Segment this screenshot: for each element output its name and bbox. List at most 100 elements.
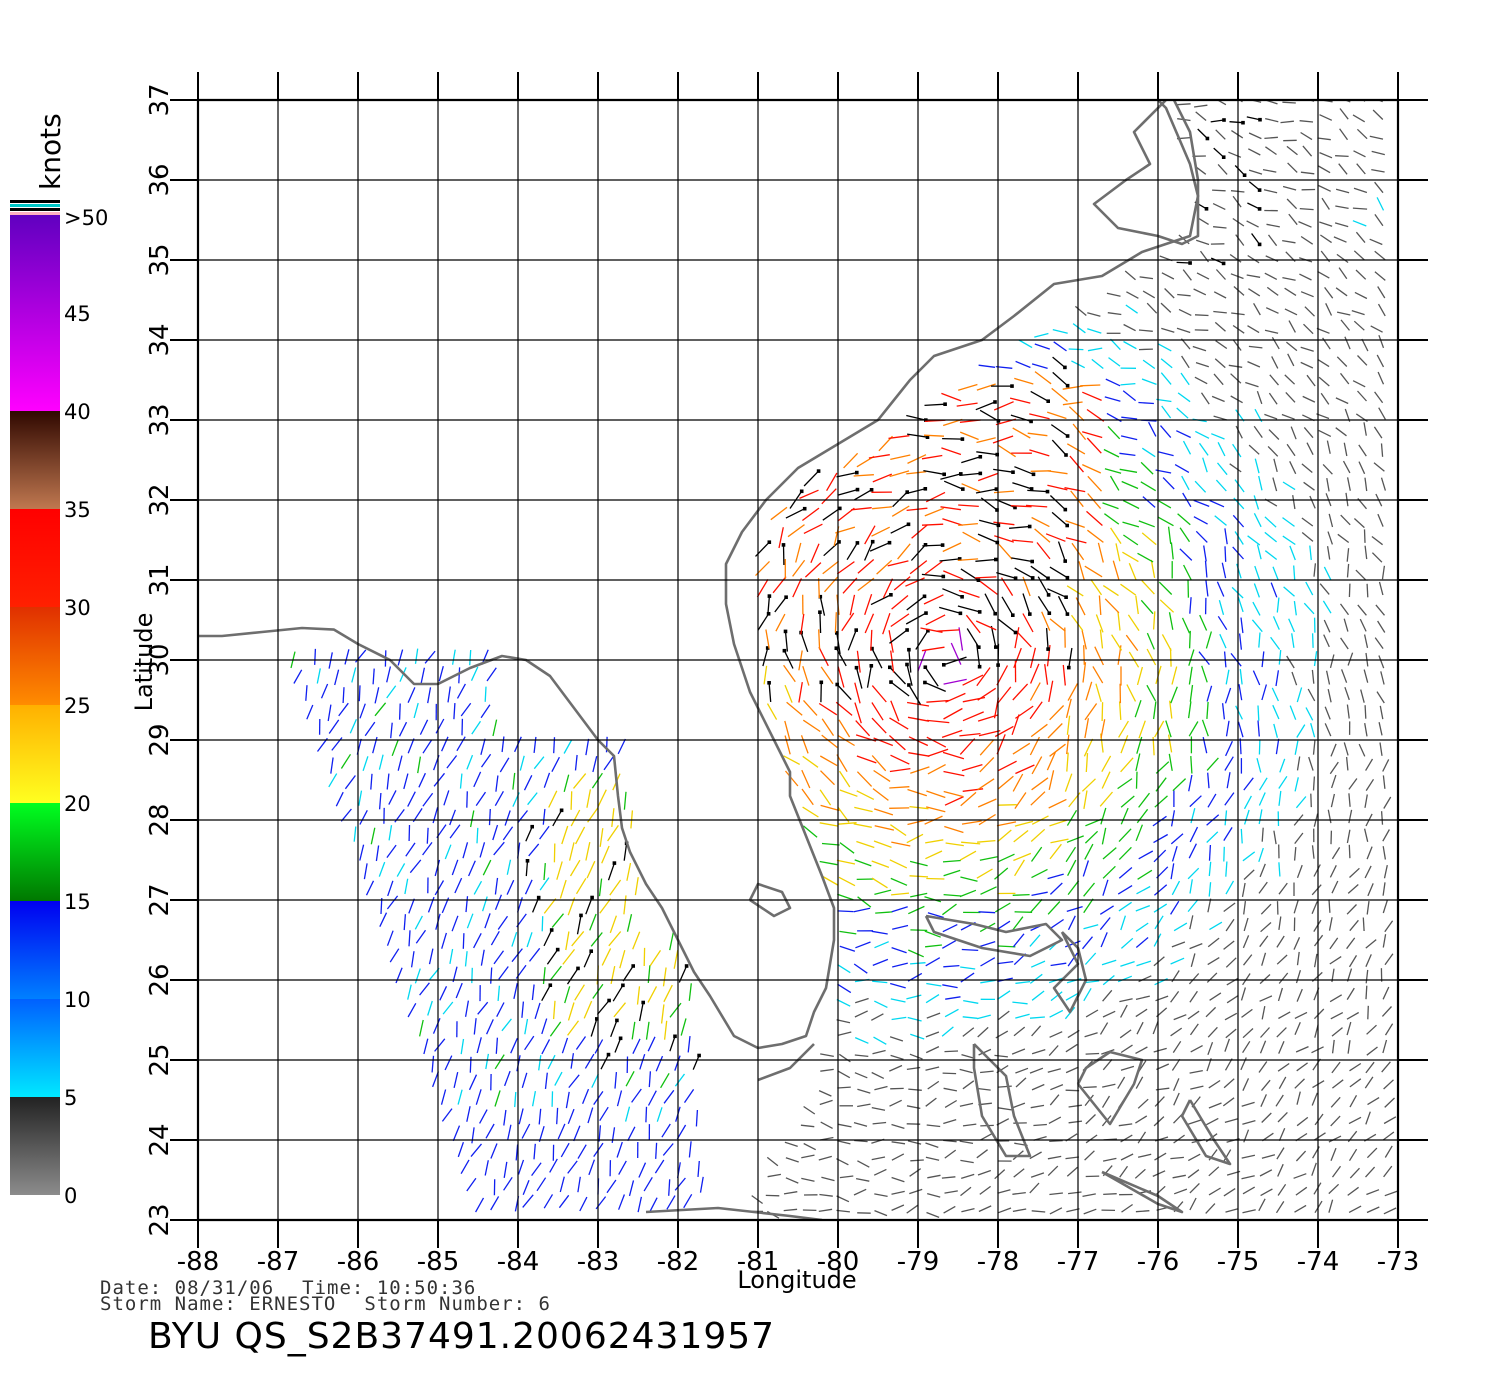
wind-vector [906, 471, 927, 475]
rain-flag-dot [1028, 612, 1032, 616]
wind-vector [1295, 1150, 1307, 1162]
rain-flag-dot [1030, 559, 1034, 564]
wind-vector [1170, 863, 1175, 880]
wind-vector [784, 735, 791, 755]
wind-vector [849, 594, 856, 616]
wind-vector [889, 1064, 903, 1072]
wind-vector [1049, 618, 1066, 632]
wind-vector [1050, 1083, 1064, 1091]
wind-vector [1154, 1152, 1167, 1161]
wind-vector [958, 522, 978, 527]
wind-vector [528, 947, 541, 962]
wind-vector [1138, 329, 1153, 332]
wind-vector [818, 1155, 832, 1161]
wind-vector [1101, 1095, 1111, 1108]
wind-vector [683, 1193, 693, 1209]
wind-vector [404, 878, 409, 895]
wind-vector [1136, 666, 1144, 686]
wind-vector [1154, 915, 1164, 930]
wind-vector [925, 944, 942, 948]
wind-vector [579, 1196, 588, 1212]
wind-vector [854, 682, 861, 704]
colorbar-tick-label: 45 [64, 302, 91, 326]
colorbar-tick-label: >50 [64, 206, 108, 230]
wind-vector [1330, 1115, 1341, 1127]
wind-vector [1324, 287, 1334, 299]
wind-vector [1294, 740, 1299, 755]
wind-vector [1014, 820, 1034, 827]
rain-flag-dot [1029, 487, 1034, 491]
wind-vector [1331, 1039, 1335, 1054]
wind-vector [1066, 905, 1083, 913]
wind-vector [577, 1176, 581, 1193]
wind-vector [344, 775, 356, 790]
wind-vector [1263, 189, 1278, 194]
wind-vector [944, 796, 964, 806]
wind-vector [457, 1089, 463, 1105]
wind-vector [978, 1048, 992, 1056]
wind-vector [663, 1020, 668, 1040]
wind-vector [1346, 477, 1351, 491]
wind-vector [547, 1054, 556, 1070]
wind-vector [1286, 655, 1295, 669]
wind-vector [569, 859, 581, 877]
rain-flag-dot [977, 664, 982, 669]
wind-vector [1216, 100, 1227, 106]
wind-vector [515, 1144, 519, 1161]
wind-vector [521, 1123, 531, 1139]
wind-vector [408, 930, 411, 947]
wind-vector [1188, 843, 1197, 859]
wind-vector [1381, 1061, 1391, 1073]
rain-flag-dot [1063, 507, 1068, 512]
wind-vector [538, 1126, 545, 1142]
wind-vector [841, 612, 855, 632]
wind-vector [1223, 1078, 1235, 1089]
wind-vector [1242, 935, 1250, 949]
wind-vector [1135, 1210, 1150, 1213]
rain-flag-dot [889, 593, 893, 597]
wind-vector [857, 1103, 871, 1108]
wind-vector [519, 755, 525, 771]
wind-vector [1348, 778, 1358, 790]
wind-vector [834, 612, 837, 633]
wind-vector [1209, 921, 1223, 931]
wind-vector [1355, 569, 1366, 581]
rain-flag-dot [1064, 453, 1068, 457]
wind-vector [1049, 882, 1063, 895]
wind-vector [1258, 475, 1263, 491]
wind-vector [1188, 774, 1193, 792]
wind-vector [1082, 431, 1103, 439]
wind-vector [567, 1108, 575, 1125]
wind-vector [890, 650, 895, 673]
wind-vector [575, 877, 587, 895]
rain-flag-dot [1258, 117, 1262, 122]
wind-vector [1309, 495, 1316, 509]
wind-vector [1083, 987, 1092, 1002]
wind-vector [855, 720, 871, 737]
wind-vector [1120, 1134, 1133, 1143]
wind-vector [1174, 464, 1190, 473]
rain-flag-dot [1046, 576, 1050, 581]
wind-vector [1241, 1154, 1256, 1159]
wind-vector [1015, 705, 1034, 719]
wind-vector [1198, 442, 1209, 456]
wind-vector [888, 435, 910, 440]
rain-flag-dot [978, 471, 983, 476]
wind-vector [1380, 477, 1387, 491]
wind-vector [1119, 1029, 1132, 1039]
wind-vector [576, 915, 582, 935]
wind-vector [783, 755, 801, 765]
wind-vector [1120, 1153, 1134, 1161]
wind-vector [1382, 1131, 1395, 1141]
wind-vector [1358, 461, 1366, 475]
wind-vector [751, 1195, 763, 1205]
wind-vector [475, 1089, 482, 1105]
wind-vector [869, 542, 890, 552]
wind-vector [590, 1018, 598, 1037]
wind-vector [1084, 952, 1097, 965]
wind-vector [1033, 1123, 1047, 1127]
wind-vector [587, 1107, 594, 1124]
wind-vector [1171, 941, 1186, 948]
wind-vector [415, 929, 427, 944]
